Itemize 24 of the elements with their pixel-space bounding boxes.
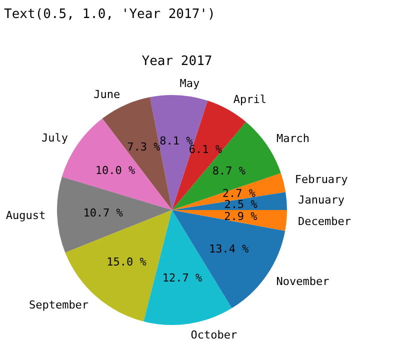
- slice-label: December: [298, 214, 352, 228]
- slice-label: May: [180, 77, 200, 90]
- slice-label: July: [42, 131, 68, 144]
- data-label: 2.9 %: [224, 210, 258, 223]
- slice-label: April: [233, 92, 267, 106]
- slice-label: June: [94, 88, 120, 102]
- data-label: 13.4 %: [208, 242, 250, 256]
- slice-label: March: [276, 132, 310, 146]
- data-label: 10.7 %: [83, 206, 124, 220]
- slice-label: September: [28, 298, 89, 312]
- slice-label: January: [298, 194, 345, 207]
- data-label: 2.5 %: [224, 198, 258, 212]
- data-label: 2.7 %: [222, 186, 256, 200]
- data-label: 10.0 %: [95, 164, 136, 178]
- data-label: 12.7 %: [162, 272, 202, 285]
- chart-title: Year 2017: [142, 54, 212, 69]
- data-label: 7.3 %: [127, 140, 161, 154]
- slice-label: August: [6, 209, 46, 222]
- text: Text(0.5, 1.0, 'Year 2017'): [4, 7, 216, 22]
- slice-label: November: [276, 275, 330, 288]
- data-label: 15.0 %: [106, 255, 147, 268]
- slice-label: February: [294, 173, 348, 186]
- slice-label: October: [190, 328, 238, 342]
- data-label: 8.7 %: [212, 164, 246, 178]
